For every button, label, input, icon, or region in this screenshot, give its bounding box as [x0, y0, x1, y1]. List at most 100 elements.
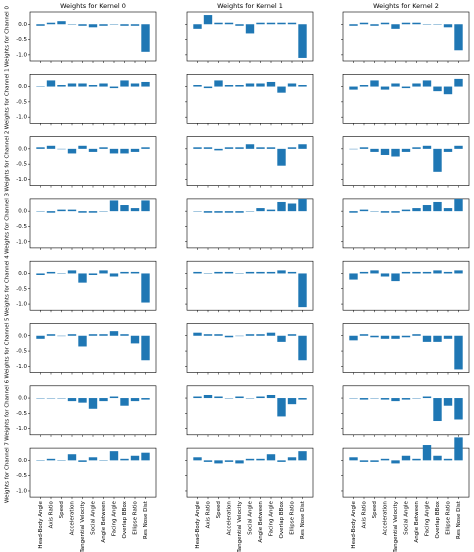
column-title: Weights for Kernel 0: [60, 2, 126, 10]
x-tick-label: Acceleration: [227, 501, 233, 536]
bar: [277, 270, 286, 274]
y-tick-label: -0.5: [16, 411, 27, 417]
bar: [109, 331, 119, 336]
bar: [422, 145, 432, 149]
bar: [359, 85, 369, 87]
panel-frame: [342, 11, 470, 62]
x-tick-label: Ellipse Ratio: [446, 500, 452, 534]
bar: [266, 81, 276, 87]
column-title: Weights for Kernel 2: [373, 2, 439, 10]
bar: [88, 24, 98, 28]
bar: [245, 271, 255, 274]
bar: [130, 208, 140, 212]
bar: [193, 24, 202, 29]
y-tick-label: -1.0: [16, 177, 27, 183]
bar: [46, 271, 56, 274]
x-tick-label: Axis Ratio: [206, 500, 212, 528]
bar: [99, 83, 108, 87]
bar: [88, 334, 98, 336]
bar: [391, 211, 400, 213]
x-tick-label: Facing Angle: [269, 500, 275, 536]
y-tick-label: -1.0: [16, 239, 27, 245]
bar: [433, 201, 442, 212]
bar: [370, 80, 379, 87]
bar: [203, 460, 213, 462]
bar: [256, 147, 265, 149]
bar: [214, 22, 223, 25]
bar: [433, 270, 442, 274]
y-tick-label: -0.5: [16, 224, 27, 230]
x-tick-label: Head-Body Angle: [38, 500, 44, 548]
bar: [287, 22, 297, 25]
panel-frame: [186, 447, 314, 498]
y-tick-label: -0.5: [16, 473, 27, 479]
bar: [109, 396, 119, 399]
bar: [349, 335, 358, 341]
bar: [277, 22, 286, 25]
bar: [359, 334, 369, 336]
bar: [67, 270, 77, 274]
row-label: Weights for Channel 0: [5, 6, 11, 67]
bar: [391, 273, 400, 282]
bar: [266, 332, 276, 336]
panel-frame: [29, 323, 157, 373]
x-tick-label: Axis Ratio: [362, 500, 368, 528]
y-tick-label: -1.0: [16, 115, 27, 121]
bar: [266, 147, 276, 149]
bar: [67, 148, 77, 154]
bar: [422, 271, 432, 274]
y-tick-label: 0.0: [18, 271, 27, 277]
bar: [298, 198, 307, 212]
x-tick-label: Angle Between: [258, 501, 264, 543]
bar: [380, 398, 390, 400]
bar: [298, 24, 307, 58]
x-tick-label: Social Angle: [248, 500, 254, 534]
bar: [454, 398, 463, 420]
row-label: Weights for Channel 6: [5, 379, 11, 440]
row-label: Weights for Channel 1: [5, 68, 11, 129]
bar: [256, 271, 265, 274]
bar: [203, 15, 213, 25]
bar: [298, 273, 307, 308]
bar: [88, 457, 98, 461]
bar: [141, 452, 150, 461]
bar: [88, 85, 98, 87]
bar: [235, 85, 244, 87]
x-tick-label: Axis Ratio: [49, 500, 55, 528]
bar: [120, 458, 129, 461]
y-tick-label: -0.5: [16, 99, 27, 105]
bar: [277, 148, 286, 166]
bar: [266, 271, 276, 274]
bar: [256, 334, 265, 336]
bar: [109, 86, 119, 89]
bar: [454, 437, 463, 461]
bar: [370, 148, 379, 152]
x-tick-label: Ellipse Ratio: [290, 500, 296, 534]
panel-frame: [342, 198, 470, 249]
bar: [349, 86, 358, 90]
bar: [391, 83, 400, 87]
bar: [422, 205, 432, 212]
bar: [422, 80, 432, 87]
y-tick-label: -0.5: [16, 286, 27, 292]
bar: [67, 454, 77, 461]
y-tick-label: -1.0: [16, 426, 27, 432]
bar: [433, 148, 442, 172]
bar: [443, 208, 453, 212]
bar: [130, 455, 140, 461]
bar: [287, 398, 297, 405]
y-tick-label: 0.0: [18, 22, 27, 28]
bar: [224, 211, 234, 213]
panel-frame: [29, 385, 157, 436]
y-tick-label: 0.0: [18, 146, 27, 152]
panel-frame: [29, 136, 157, 186]
panel-frame: [29, 260, 157, 311]
bar: [256, 396, 265, 399]
bar: [193, 396, 202, 399]
y-tick-label: -1.0: [16, 302, 27, 308]
bar: [235, 396, 244, 399]
bar: [224, 147, 234, 149]
panel-frame: [342, 447, 470, 498]
bar: [380, 335, 390, 339]
bar: [380, 148, 390, 155]
